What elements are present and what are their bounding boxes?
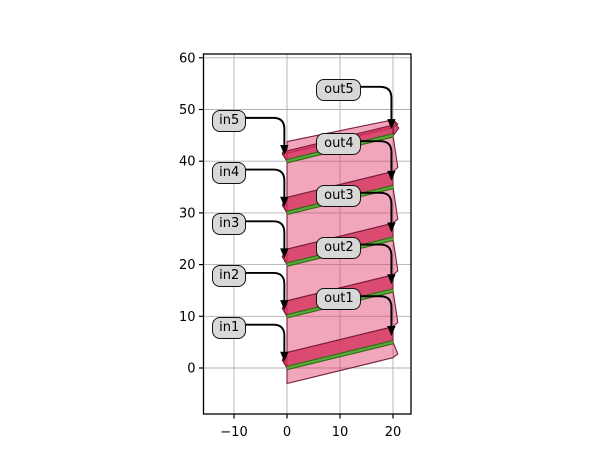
annotation-box-out1: out1 xyxy=(316,288,362,311)
arrowhead-down-icon xyxy=(280,196,289,207)
annotation-arrow-out1 xyxy=(358,295,393,328)
annotation-box-out2: out2 xyxy=(316,236,362,259)
annotation-arrow-in1 xyxy=(243,323,286,354)
annotation-arrow-out3 xyxy=(358,191,393,224)
annotation-box-in1: in1 xyxy=(212,316,247,339)
annotation-arrow-in3 xyxy=(243,220,286,250)
x-tick-label: 20 xyxy=(385,425,402,440)
y-tick-label: 50 xyxy=(179,103,196,118)
y-tick-label: 60 xyxy=(179,51,196,66)
annotation-box-out3: out3 xyxy=(316,184,362,207)
ribbon-band-light xyxy=(286,134,399,198)
annotation-box-out4: out4 xyxy=(316,133,362,156)
y-tick-label: 30 xyxy=(179,206,196,221)
x-tick-label: 0 xyxy=(283,425,291,440)
annotation-arrow-out4 xyxy=(358,140,393,173)
annotation-arrow-in2 xyxy=(243,272,286,302)
y-tick-label: 10 xyxy=(179,310,196,325)
annotation-box-out5: out5 xyxy=(316,78,362,101)
x-tick-label: −10 xyxy=(220,425,247,440)
arrowhead-down-icon xyxy=(280,144,289,155)
ribbon-band-light xyxy=(286,289,399,354)
arrowhead-down-icon xyxy=(387,170,396,181)
ribbon-band-fold-dark xyxy=(392,119,400,136)
annotation-box-in3: in3 xyxy=(212,213,247,236)
annotation-box-in2: in2 xyxy=(212,265,247,287)
fold-line xyxy=(286,341,394,370)
annotation-box-in4: in4 xyxy=(212,161,247,184)
y-tick-label: 0 xyxy=(187,362,195,377)
y-tick-label: 20 xyxy=(179,258,196,273)
arrowhead-down-icon xyxy=(387,274,396,285)
annotation-arrow-out2 xyxy=(358,243,393,276)
arrowhead-down-icon xyxy=(280,351,289,362)
arrowhead-down-icon xyxy=(280,248,289,259)
x-tick-label: 10 xyxy=(332,425,349,440)
axes-frame xyxy=(202,53,412,415)
arrowhead-down-icon xyxy=(280,300,289,311)
ribbon-band-light xyxy=(286,186,399,250)
y-tick-label: 40 xyxy=(179,155,196,170)
arrowhead-down-icon xyxy=(387,222,396,233)
ribbon-band-light xyxy=(286,341,399,385)
arrowhead-down-icon xyxy=(387,119,396,130)
annotation-box-in5: in5 xyxy=(212,109,247,132)
ribbon-band-light xyxy=(286,238,399,302)
annotation-arrow-in4 xyxy=(243,168,286,199)
annotation-arrow-in5 xyxy=(243,116,286,147)
arrowhead-down-icon xyxy=(387,325,396,336)
annotation-arrow-out5 xyxy=(358,85,393,121)
